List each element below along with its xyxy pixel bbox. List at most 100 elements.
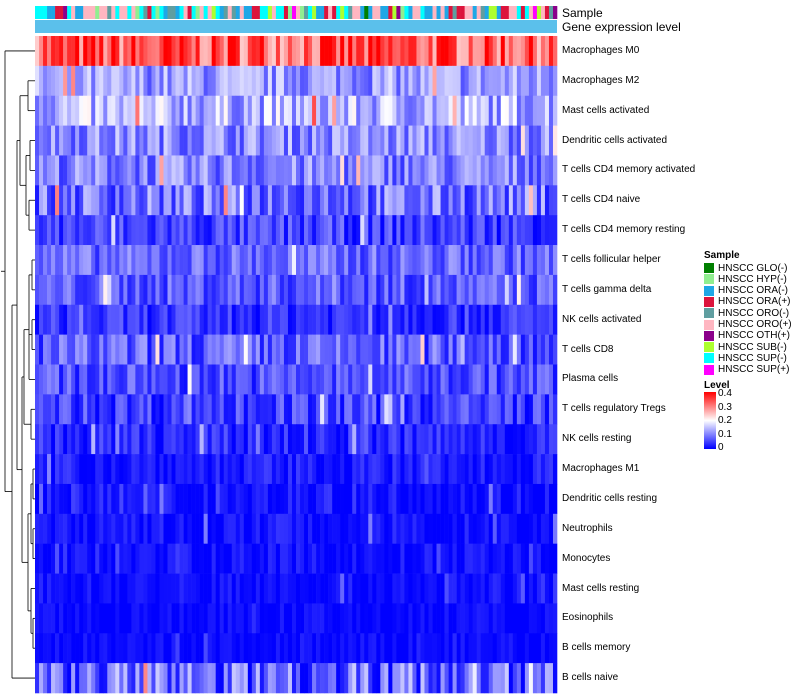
heatmap-cell (167, 603, 172, 634)
heatmap-cell (247, 483, 253, 515)
heatmap-cell (532, 573, 538, 604)
heatmap-cell (388, 65, 393, 97)
heatmap-cell (47, 215, 52, 246)
heatmap-cell (308, 36, 313, 67)
heatmap-cell (211, 125, 216, 156)
heatmap-cell (39, 483, 44, 515)
heatmap-cell (504, 334, 510, 365)
heatmap-cell (420, 185, 425, 216)
heatmap-cell (296, 633, 301, 664)
heatmap-cell (392, 125, 397, 156)
heatmap-cell (63, 394, 68, 425)
heatmap-cell (320, 663, 325, 694)
heatmap-cell (231, 125, 237, 156)
heatmap-cell (384, 185, 389, 216)
heatmap-cell (392, 334, 397, 365)
heatmap-cell (79, 454, 84, 485)
heatmap-cell (259, 663, 265, 694)
sample-annotation-cell (79, 6, 84, 19)
heatmap-cell (119, 36, 124, 67)
heatmap-cell (43, 454, 48, 485)
heatmap-cell (356, 394, 361, 425)
heatmap-cell (39, 543, 44, 574)
heatmap-cell (95, 155, 100, 186)
heatmap-cell (524, 573, 530, 604)
heatmap-cell (131, 573, 136, 604)
heatmap-cell (67, 245, 72, 276)
heatmap-cell (440, 334, 445, 365)
heatmap-cell (55, 603, 60, 634)
heatmap-cell (480, 364, 486, 395)
sample-annotation-cell (504, 6, 510, 19)
heatmap-cell (468, 125, 473, 156)
heatmap-cell (348, 185, 353, 216)
heatmap-cell (163, 543, 168, 574)
heatmap-cell (259, 603, 265, 634)
heatmap-cell (215, 304, 221, 335)
sample-annotation-cell (456, 6, 461, 19)
heatmap-cell (271, 394, 277, 425)
heatmap-cell (287, 125, 293, 156)
heatmap-cell (460, 603, 465, 634)
heatmap-cell (480, 125, 486, 156)
heatmap-cell (39, 245, 44, 276)
heatmap-cell (211, 394, 216, 425)
heatmap-cell (119, 245, 124, 276)
heatmap-cell (512, 483, 518, 515)
heatmap-cell (496, 603, 502, 634)
heatmap-cell (428, 513, 433, 544)
heatmap-cell (320, 573, 325, 604)
heatmap-cell (119, 394, 124, 425)
heatmap-cell (312, 334, 317, 365)
heatmap-cell (107, 304, 112, 335)
heatmap-cell (87, 663, 92, 694)
heatmap-cell (147, 663, 152, 694)
heatmap-cell (119, 125, 124, 156)
heatmap-cell (263, 513, 269, 544)
heatmap-cell (175, 543, 180, 574)
heatmap-cell (163, 573, 168, 604)
heatmap-cell (524, 274, 530, 306)
heatmap-cell (151, 663, 156, 694)
heatmap-cell (87, 215, 92, 246)
row-label: Monocytes (562, 552, 611, 564)
heatmap-cell (43, 36, 48, 67)
heatmap-cell (107, 573, 112, 604)
heatmap-cell (139, 483, 144, 515)
heatmap-cell (95, 334, 100, 365)
heatmap-cell (460, 95, 465, 126)
heatmap-cell (544, 663, 550, 694)
heatmap-cell (195, 36, 200, 67)
heatmap-cell (123, 603, 128, 634)
heatmap-cell (352, 125, 357, 156)
heatmap-cell (203, 95, 208, 126)
heatmap-cell (207, 424, 212, 455)
heatmap-cell (344, 483, 349, 515)
heatmap-cell (336, 633, 341, 664)
heatmap-cell (135, 215, 140, 246)
heatmap-cell (352, 424, 357, 455)
heatmap-cell (107, 364, 112, 395)
heatmap-cell (388, 304, 393, 335)
heatmap-cell (460, 663, 465, 694)
heatmap-cell (95, 364, 100, 395)
heatmap-cell (151, 543, 156, 574)
heatmap-cell (420, 543, 425, 574)
heatmap-cell (103, 663, 108, 694)
heatmap-cell (115, 155, 120, 186)
heatmap-cell (91, 364, 96, 395)
heatmap-cell (179, 215, 184, 246)
heatmap-cell (59, 245, 64, 276)
heatmap-cell (283, 245, 289, 276)
sample-annotation-cell (159, 6, 164, 19)
heatmap-cell (215, 454, 221, 485)
heatmap-cell (235, 95, 241, 126)
heatmap-cell (432, 394, 437, 425)
heatmap-cell (516, 155, 522, 186)
heatmap-cell (151, 483, 156, 515)
heatmap-cell (532, 334, 538, 365)
heatmap-cell (83, 573, 88, 604)
heatmap-cell (384, 95, 389, 126)
heatmap-cell (420, 424, 425, 455)
heatmap-cell (207, 334, 212, 365)
